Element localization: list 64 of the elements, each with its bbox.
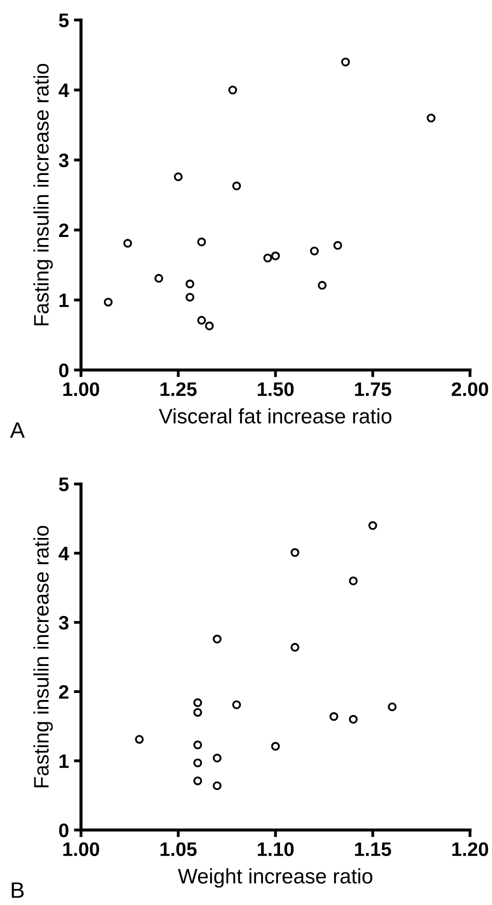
point: [271, 742, 280, 751]
y-tick-label: 3: [58, 153, 68, 168]
point: [290, 548, 300, 557]
y-tick-label: 2: [59, 223, 68, 238]
point: [123, 238, 132, 248]
point: [186, 292, 194, 302]
point: [193, 740, 202, 750]
point: [263, 254, 272, 262]
point: [426, 114, 436, 122]
x-tick-label: 1.15: [355, 842, 392, 856]
point: [186, 280, 194, 288]
x-tick-label: 1.75: [355, 382, 392, 396]
y-axis-title: Fasting insulin increase ratio: [33, 64, 53, 326]
point: [212, 754, 222, 762]
point: [204, 322, 214, 330]
point: [333, 241, 342, 250]
y-tick-label: 0: [59, 823, 68, 838]
point: [232, 700, 241, 710]
y-tick-label: 0: [59, 363, 68, 378]
y-tick-label: 1: [60, 754, 69, 768]
point: [197, 316, 206, 325]
y-tick-label: 4: [58, 546, 70, 560]
point: [193, 698, 202, 708]
point: [193, 708, 202, 717]
point: [212, 781, 222, 790]
point: [134, 734, 144, 744]
point: [388, 702, 397, 712]
x-tick-label: 1.10: [258, 842, 294, 856]
point: [348, 576, 358, 586]
x-tick-label: 1.20: [452, 842, 488, 856]
x-tick-label: 1.00: [63, 382, 100, 396]
point: [212, 634, 222, 644]
point: [228, 86, 238, 94]
point: [232, 182, 241, 190]
x-tick-label: 2.00: [452, 382, 488, 396]
y-tick-label: 3: [58, 616, 68, 630]
y-tick-label: 5: [58, 14, 69, 28]
point: [318, 280, 327, 290]
x-tick-label: 1.50: [258, 382, 294, 396]
y-tick-label: 2: [59, 685, 68, 699]
point: [271, 252, 280, 260]
point: [154, 274, 164, 283]
point: [104, 298, 113, 306]
point: [197, 238, 206, 246]
x-axis-title: Weight increase ratio: [178, 868, 372, 888]
point: [290, 642, 300, 652]
x-tick-label: 1.00: [63, 842, 100, 856]
point: [348, 714, 358, 724]
point: [310, 246, 319, 256]
y-tick-label: 1: [60, 294, 69, 308]
x-axis-title: Visceral fat increase ratio: [158, 408, 392, 424]
y-tick-label: 4: [58, 84, 70, 98]
y-tick-label: 5: [58, 478, 69, 492]
point: [193, 776, 202, 786]
point: [174, 172, 183, 182]
x-tick-label: 1.25: [160, 382, 197, 396]
point: [193, 758, 202, 768]
point: [368, 521, 378, 530]
text: A: [10, 422, 25, 438]
point: [341, 58, 350, 66]
text: B: [12, 882, 24, 898]
y-axis-title: Fasting insulin increase ratio: [33, 526, 53, 788]
point: [329, 712, 338, 721]
x-tick-label: 1.05: [160, 842, 197, 856]
